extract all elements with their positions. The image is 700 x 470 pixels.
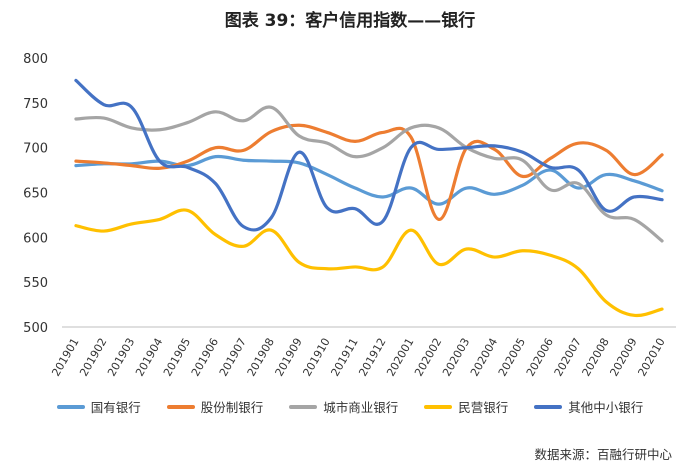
source-note: 数据来源：百融行研中心 <box>534 447 672 462</box>
legend-label: 股份制银行 <box>200 400 264 415</box>
legend-swatch <box>534 404 563 409</box>
series-line-1 <box>74 123 664 221</box>
x-axis: 2019012019022019032019042019052019062019… <box>49 326 676 379</box>
y-tick-label: 500 <box>23 321 48 336</box>
y-tick-label: 750 <box>23 97 48 112</box>
y-axis: 500 550 600 650 700 750 800 <box>23 52 48 336</box>
legend-swatch <box>289 404 318 409</box>
series-line-0 <box>74 154 664 206</box>
legend-swatch <box>56 404 85 409</box>
series-line-2 <box>74 105 664 243</box>
legend-item: 股份制银行 <box>166 397 264 416</box>
legend-label: 民营银行 <box>458 400 509 415</box>
y-tick-label: 600 <box>23 231 48 246</box>
legend-item: 民营银行 <box>424 397 508 416</box>
legend-label: 国有银行 <box>90 400 141 415</box>
legend-label: 城市商业银行 <box>323 400 399 415</box>
legend-label: 其他中小银行 <box>568 400 644 415</box>
x-tick-label: 202010 <box>635 336 667 379</box>
series-line-3 <box>74 208 664 318</box>
y-tick-label: 700 <box>23 142 48 157</box>
legend-swatch <box>424 404 453 409</box>
y-tick-label: 650 <box>23 187 48 202</box>
legend-item: 国有银行 <box>56 397 141 416</box>
chart-title: 图表 39：客户信用指数——银行 <box>224 11 476 31</box>
legend-item: 城市商业银行 <box>289 397 398 416</box>
legend: 国有银行 股份制银行 城市商业银行 民营银行 其他中小银行 <box>0 397 700 416</box>
legend-swatch <box>166 404 195 409</box>
y-tick-label: 800 <box>23 52 48 67</box>
series-layer <box>74 78 664 318</box>
series-line-4 <box>74 78 664 232</box>
y-tick-label: 550 <box>23 276 48 291</box>
legend-item: 其他中小银行 <box>534 397 643 416</box>
